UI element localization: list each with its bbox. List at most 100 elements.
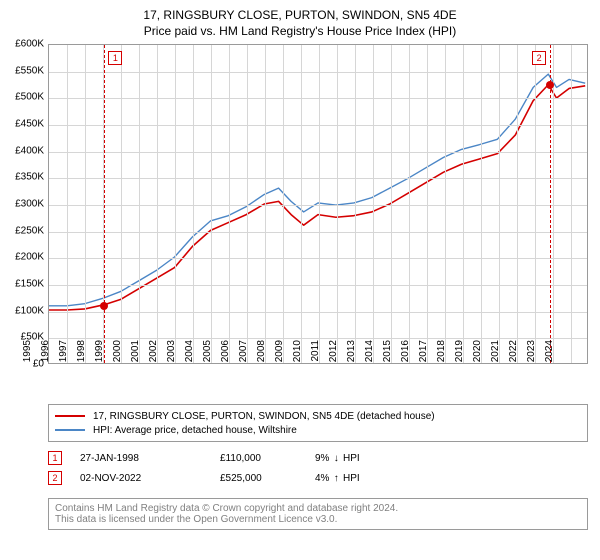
y-axis-label: £150K bbox=[15, 279, 44, 290]
chart-lines bbox=[49, 45, 587, 363]
x-axis-label: 2016 bbox=[400, 340, 411, 370]
license-box: Contains HM Land Registry data © Crown c… bbox=[48, 498, 588, 530]
gridline-h bbox=[49, 258, 587, 259]
gridline-v bbox=[247, 45, 248, 363]
x-axis-label: 1999 bbox=[94, 340, 105, 370]
gridline-v bbox=[445, 45, 446, 363]
marker-dot bbox=[100, 302, 108, 310]
gridline-h bbox=[49, 152, 587, 153]
x-axis-label: 2003 bbox=[166, 340, 177, 370]
y-axis-label: £550K bbox=[15, 65, 44, 76]
x-axis-label: 1996 bbox=[40, 340, 51, 370]
x-axis-label: 2021 bbox=[490, 340, 501, 370]
x-axis-label: 1997 bbox=[58, 340, 69, 370]
marker-vline bbox=[550, 45, 551, 363]
gridline-v bbox=[283, 45, 284, 363]
x-axis-label: 2006 bbox=[220, 340, 231, 370]
gridline-v bbox=[427, 45, 428, 363]
x-axis-label: 1995 bbox=[22, 340, 33, 370]
y-axis-label: £500K bbox=[15, 92, 44, 103]
license-line2: This data is licensed under the Open Gov… bbox=[55, 514, 581, 525]
y-axis-label: £600K bbox=[15, 39, 44, 50]
x-axis-label: 2002 bbox=[148, 340, 159, 370]
gridline-v bbox=[517, 45, 518, 363]
y-axis-label: £250K bbox=[15, 225, 44, 236]
license-line1: Contains HM Land Registry data © Crown c… bbox=[55, 503, 581, 514]
x-axis-label: 2012 bbox=[328, 340, 339, 370]
gridline-h bbox=[49, 312, 587, 313]
x-axis-label: 2024 bbox=[544, 340, 555, 370]
x-axis-label: 2010 bbox=[292, 340, 303, 370]
marker-price: £110,000 bbox=[220, 453, 315, 464]
gridline-v bbox=[175, 45, 176, 363]
chart-subtitle: Price paid vs. HM Land Registry's House … bbox=[0, 24, 600, 38]
gridline-v bbox=[535, 45, 536, 363]
legend-item: HPI: Average price, detached house, Wilt… bbox=[55, 423, 581, 437]
x-axis-label: 2023 bbox=[526, 340, 537, 370]
gridline-v bbox=[373, 45, 374, 363]
x-axis-label: 2008 bbox=[256, 340, 267, 370]
chart-title: 17, RINGSBURY CLOSE, PURTON, SWINDON, SN… bbox=[0, 8, 600, 22]
gridline-v bbox=[67, 45, 68, 363]
x-axis-label: 2005 bbox=[202, 340, 213, 370]
gridline-v bbox=[301, 45, 302, 363]
gridline-v bbox=[355, 45, 356, 363]
legend-swatch bbox=[55, 429, 85, 431]
marker-date: 02-NOV-2022 bbox=[80, 473, 220, 484]
gridline-v bbox=[193, 45, 194, 363]
x-axis-label: 2001 bbox=[130, 340, 141, 370]
marker-price: £525,000 bbox=[220, 473, 315, 484]
x-axis-label: 2004 bbox=[184, 340, 195, 370]
marker-vline bbox=[104, 45, 105, 363]
x-axis-label: 2018 bbox=[436, 340, 447, 370]
series-line-price_paid bbox=[49, 85, 585, 310]
markers-table: 127-JAN-1998£110,0009% ↓ HPI202-NOV-2022… bbox=[48, 448, 588, 488]
x-axis-label: 2011 bbox=[310, 340, 321, 370]
marker-row-flag: 1 bbox=[48, 451, 62, 465]
x-axis-label: 2009 bbox=[274, 340, 285, 370]
gridline-v bbox=[337, 45, 338, 363]
gridline-v bbox=[121, 45, 122, 363]
gridline-h bbox=[49, 125, 587, 126]
gridline-v bbox=[481, 45, 482, 363]
x-axis-label: 2013 bbox=[346, 340, 357, 370]
plot-area: 12 bbox=[48, 44, 588, 364]
y-axis-label: £100K bbox=[15, 305, 44, 316]
x-axis-label: 2000 bbox=[112, 340, 123, 370]
gridline-v bbox=[85, 45, 86, 363]
gridline-v bbox=[157, 45, 158, 363]
marker-flag: 1 bbox=[108, 51, 122, 65]
x-axis-label: 2017 bbox=[418, 340, 429, 370]
legend-box: 17, RINGSBURY CLOSE, PURTON, SWINDON, SN… bbox=[48, 404, 588, 442]
y-axis-label: £300K bbox=[15, 199, 44, 210]
chart-titles: 17, RINGSBURY CLOSE, PURTON, SWINDON, SN… bbox=[0, 0, 600, 38]
y-axis-label: £350K bbox=[15, 172, 44, 183]
marker-date: 27-JAN-1998 bbox=[80, 453, 220, 464]
gridline-v bbox=[553, 45, 554, 363]
x-axis-label: 1998 bbox=[76, 340, 87, 370]
gridline-h bbox=[49, 205, 587, 206]
gridline-h bbox=[49, 285, 587, 286]
legend-swatch bbox=[55, 415, 85, 417]
gridline-h bbox=[49, 72, 587, 73]
marker-row-flag: 2 bbox=[48, 471, 62, 485]
gridline-v bbox=[265, 45, 266, 363]
gridline-h bbox=[49, 178, 587, 179]
x-axis-label: 2022 bbox=[508, 340, 519, 370]
x-axis-label: 2007 bbox=[238, 340, 249, 370]
y-axis-label: £200K bbox=[15, 252, 44, 263]
gridline-h bbox=[49, 98, 587, 99]
marker-row: 202-NOV-2022£525,0004% ↑ HPI bbox=[48, 468, 588, 488]
gridline-v bbox=[463, 45, 464, 363]
gridline-v bbox=[409, 45, 410, 363]
gridline-v bbox=[499, 45, 500, 363]
gridline-v bbox=[571, 45, 572, 363]
legend-item: 17, RINGSBURY CLOSE, PURTON, SWINDON, SN… bbox=[55, 409, 581, 423]
gridline-v bbox=[211, 45, 212, 363]
y-axis-label: £400K bbox=[15, 145, 44, 156]
x-axis-label: 2014 bbox=[364, 340, 375, 370]
series-line-hpi bbox=[49, 74, 585, 306]
x-axis-label: 2015 bbox=[382, 340, 393, 370]
gridline-v bbox=[319, 45, 320, 363]
gridline-v bbox=[391, 45, 392, 363]
